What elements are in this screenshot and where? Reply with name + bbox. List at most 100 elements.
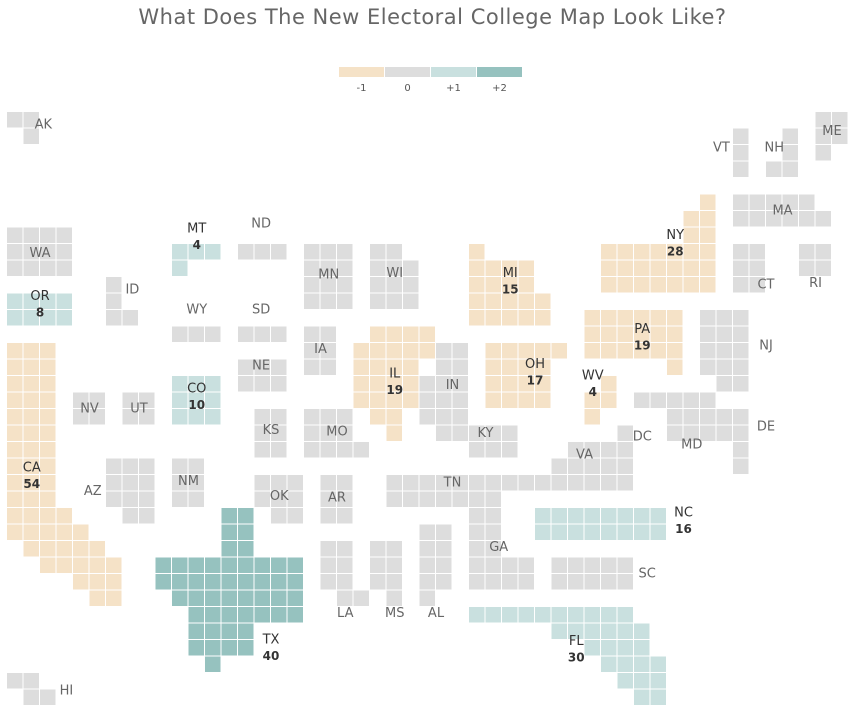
state-tile-ga <box>485 508 501 524</box>
state-tile-ca <box>73 541 89 557</box>
state-tile-fl <box>568 623 584 639</box>
state-tile-mi <box>535 310 551 326</box>
state-label-nj: NJ <box>759 339 773 354</box>
state-tile-wi <box>386 260 402 276</box>
state-tile-mn <box>320 260 336 276</box>
state-tile-ne <box>254 359 270 375</box>
state-tile-ok <box>271 475 287 491</box>
state-tile-il <box>386 359 402 375</box>
state-tile-fl <box>650 689 666 705</box>
state-tile-tn <box>436 475 452 491</box>
state-tile-ca <box>40 442 56 458</box>
state-tile-ca <box>7 392 23 408</box>
state-tile-wa <box>23 260 39 276</box>
state-tile-la <box>320 557 336 573</box>
state-tile-ks <box>271 409 287 425</box>
state-tile-nj <box>733 326 749 342</box>
state-tile-mn <box>337 277 353 293</box>
state-ms: MS <box>370 541 404 621</box>
state-tile-tx <box>254 574 270 590</box>
state-tile-tn <box>386 475 402 491</box>
state-tile-nj <box>733 310 749 326</box>
state-tile-pa <box>650 310 666 326</box>
state-tile-nc <box>650 524 666 540</box>
state-tile-il <box>386 376 402 392</box>
state-tile-fl <box>584 607 600 623</box>
state-tile-az <box>106 475 122 491</box>
state-tile-sd <box>271 326 287 342</box>
state-tile-ri <box>799 244 815 260</box>
state-nd: ND <box>238 217 287 260</box>
state-tile-ar <box>320 475 336 491</box>
state-tile-pa <box>667 326 683 342</box>
state-tn: TN <box>386 475 518 507</box>
state-tile-me <box>815 128 831 144</box>
state-tile-tx <box>221 590 237 606</box>
state-tile-ky <box>485 442 501 458</box>
state-tile-va <box>568 458 584 474</box>
state-tile-ca <box>23 343 39 359</box>
legend-label-minus-1: -1 <box>356 83 367 94</box>
state-tile-ny <box>700 227 716 243</box>
state-tile-ut <box>139 392 155 408</box>
state-tile-co <box>172 392 188 408</box>
state-tile-il <box>386 425 402 441</box>
state-tile-wy <box>205 326 221 342</box>
state-tile-mi <box>485 277 501 293</box>
state-in: IN <box>419 343 468 425</box>
state-tile-fl <box>551 607 567 623</box>
state-tile-fl <box>535 607 551 623</box>
state-tile-ks <box>271 425 287 441</box>
state-tile-ri <box>815 244 831 260</box>
state-tile-ca <box>73 574 89 590</box>
state-tile-al <box>419 590 435 606</box>
state-tile-tx <box>238 640 254 656</box>
state-tile-ks <box>271 442 287 458</box>
state-tile-tx <box>205 640 221 656</box>
state-tile-oh <box>535 376 551 392</box>
state-tile-or <box>40 310 56 326</box>
state-tile-il <box>370 326 386 342</box>
state-tile-in <box>452 392 468 408</box>
state-tile-fl <box>634 640 650 656</box>
state-tile-ca <box>7 524 23 540</box>
state-tile-tx <box>205 574 221 590</box>
state-tile-oh <box>502 343 518 359</box>
state-tile-fl <box>551 623 567 639</box>
state-tile-me <box>815 112 831 128</box>
state-tile-nc <box>617 524 633 540</box>
state-tile-pa <box>667 359 683 375</box>
state-tile-wa <box>40 244 56 260</box>
state-tile-mn <box>337 293 353 309</box>
state-tile-in <box>419 409 435 425</box>
state-tile-ky <box>452 425 468 441</box>
map-title: What Does The New Electoral College Map … <box>138 5 727 29</box>
state-tile-ca <box>40 343 56 359</box>
state-tile-fl <box>634 689 650 705</box>
state-tile-ga <box>469 541 485 557</box>
state-tile-ca <box>40 425 56 441</box>
state-tile-ky <box>502 425 518 441</box>
state-tile-fl <box>518 607 534 623</box>
state-votes-or: 8 <box>36 306 44 320</box>
state-tile-ca <box>56 524 72 540</box>
state-votes-ny: 28 <box>667 245 684 259</box>
state-ut: UT <box>122 392 155 425</box>
state-wa: WA <box>7 227 72 276</box>
legend-swatch-plus-1 <box>431 67 476 77</box>
state-ky: KY <box>436 425 518 458</box>
state-tile-tn <box>452 491 468 507</box>
state-tile-tx <box>254 590 270 606</box>
state-tile-mi <box>502 293 518 309</box>
state-tile-va <box>551 475 567 491</box>
state-label-ri: RI <box>809 276 822 291</box>
state-tile-mi <box>469 277 485 293</box>
state-tile-tx <box>221 541 237 557</box>
state-tile-ma <box>799 194 815 210</box>
state-tile-ma <box>766 194 782 210</box>
state-tile-md <box>667 409 683 425</box>
state-tile-nm <box>172 475 188 491</box>
state-tile-az <box>122 491 138 507</box>
state-votes-ca: 54 <box>23 477 40 491</box>
state-tile-nm <box>172 458 188 474</box>
